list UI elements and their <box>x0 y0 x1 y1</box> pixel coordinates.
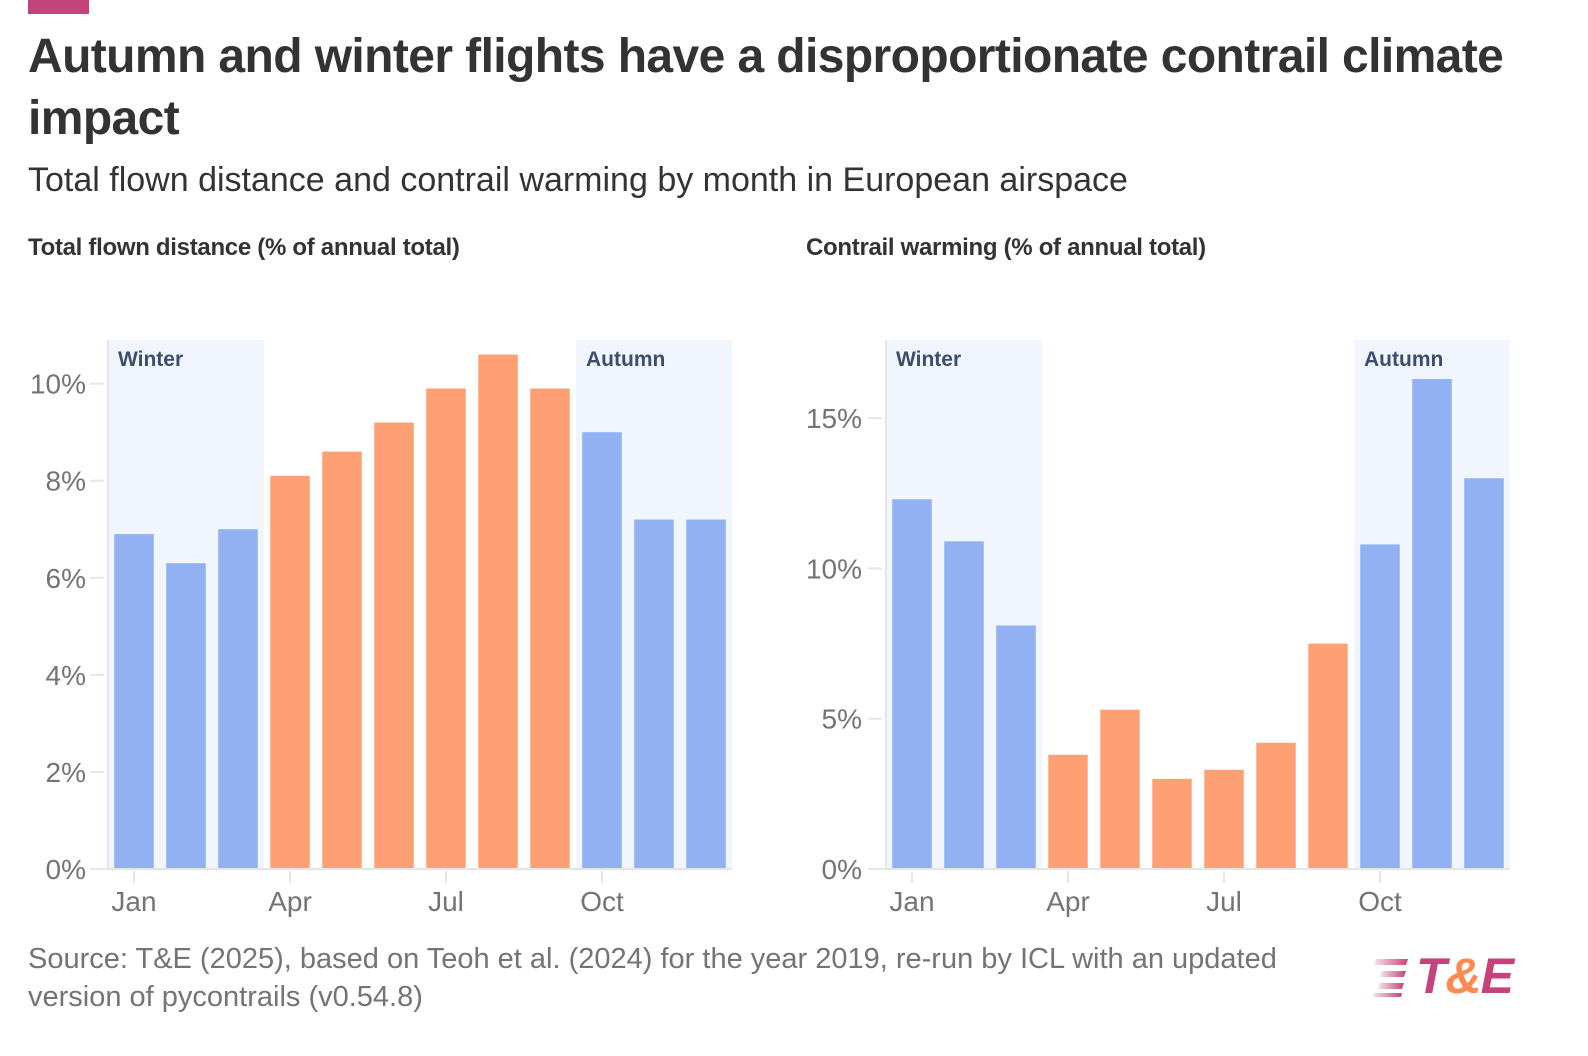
bar-warming-apr <box>1048 754 1088 869</box>
bar-flown-feb <box>166 563 206 869</box>
x-tick-label-apr: Apr <box>1046 886 1090 917</box>
bar-flown-jun <box>374 422 414 869</box>
y-tick-label: 2% <box>46 757 86 788</box>
bar-warming-jun <box>1152 778 1192 869</box>
season-label-autumn: Autumn <box>586 348 665 371</box>
y-tick-label: 5% <box>822 704 862 735</box>
x-tick-label-jul: Jul <box>428 886 464 917</box>
bar-warming-may <box>1100 709 1140 869</box>
x-tick-label-jan: Jan <box>889 886 934 917</box>
speed-stripes-icon <box>1373 959 1408 997</box>
bar-warming-aug <box>1256 742 1296 869</box>
bar-flown-sep <box>530 388 570 869</box>
logo-ampersand: & <box>1445 948 1482 1004</box>
bar-warming-oct <box>1360 544 1400 869</box>
source-note: Source: T&E (2025), based on Teoh et al.… <box>28 943 1277 1013</box>
x-tick-label-apr: Apr <box>268 886 312 917</box>
bar-flown-mar <box>218 529 258 869</box>
panel-title-contrail-warming: Contrail warming (% of annual total) <box>806 234 1206 261</box>
bar-flown-oct <box>582 432 622 869</box>
y-tick-label: 0% <box>46 854 86 885</box>
bar-warming-nov <box>1412 379 1452 869</box>
y-tick-label: 0% <box>822 854 862 885</box>
bar-warming-sep <box>1308 643 1348 869</box>
x-tick-label-oct: Oct <box>580 886 624 917</box>
panel-title-flown-distance: Total flown distance (% of annual total) <box>28 234 460 261</box>
season-label-autumn: Autumn <box>1364 348 1443 371</box>
accent-bar <box>28 0 89 14</box>
y-tick-label: 8% <box>46 466 86 497</box>
logo-wordmark: T&E <box>1416 947 1514 1005</box>
chart-subtitle: Total flown distance and contrail warmin… <box>28 161 1128 199</box>
bar-warming-jan <box>892 499 932 869</box>
x-tick-label-jul: Jul <box>1206 886 1242 917</box>
season-label-winter: Winter <box>896 348 961 371</box>
chart-title: Autumn and winter flights have a disprop… <box>28 30 1504 145</box>
bar-warming-mar <box>996 625 1036 869</box>
season-label-winter: Winter <box>118 348 183 371</box>
bar-warming-feb <box>944 541 984 869</box>
bar-flown-jul <box>426 388 466 869</box>
bar-flown-dec <box>686 519 726 869</box>
bar-flown-aug <box>478 354 518 869</box>
bar-flown-apr <box>270 475 310 869</box>
bar-flown-jan <box>114 534 154 869</box>
logo-e: E <box>1480 948 1514 1004</box>
contrail-warming-chart: Winter Autumn 0% 5% 10% 15% Jan Apr Jul Oct <box>806 340 1510 917</box>
x-tick-label-jan: Jan <box>111 886 156 917</box>
y-tick-label: 10% <box>806 553 862 584</box>
bar-flown-nov <box>634 519 674 869</box>
y-tick-label: 15% <box>806 403 862 434</box>
flown-distance-chart: Winter Autumn 0% 2% 4% 6% 8% 10% Jan Apr Jul Oct <box>30 340 732 917</box>
te-logo: T&E <box>1372 947 1514 1005</box>
y-tick-label: 6% <box>46 563 86 594</box>
bar-warming-jul <box>1204 769 1244 869</box>
logo-t: T <box>1416 948 1447 1004</box>
bar-flown-may <box>322 451 362 869</box>
x-tick-label-oct: Oct <box>1358 886 1402 917</box>
y-tick-label: 10% <box>30 369 86 400</box>
bar-warming-dec <box>1464 478 1504 869</box>
y-tick-label: 4% <box>46 660 86 691</box>
